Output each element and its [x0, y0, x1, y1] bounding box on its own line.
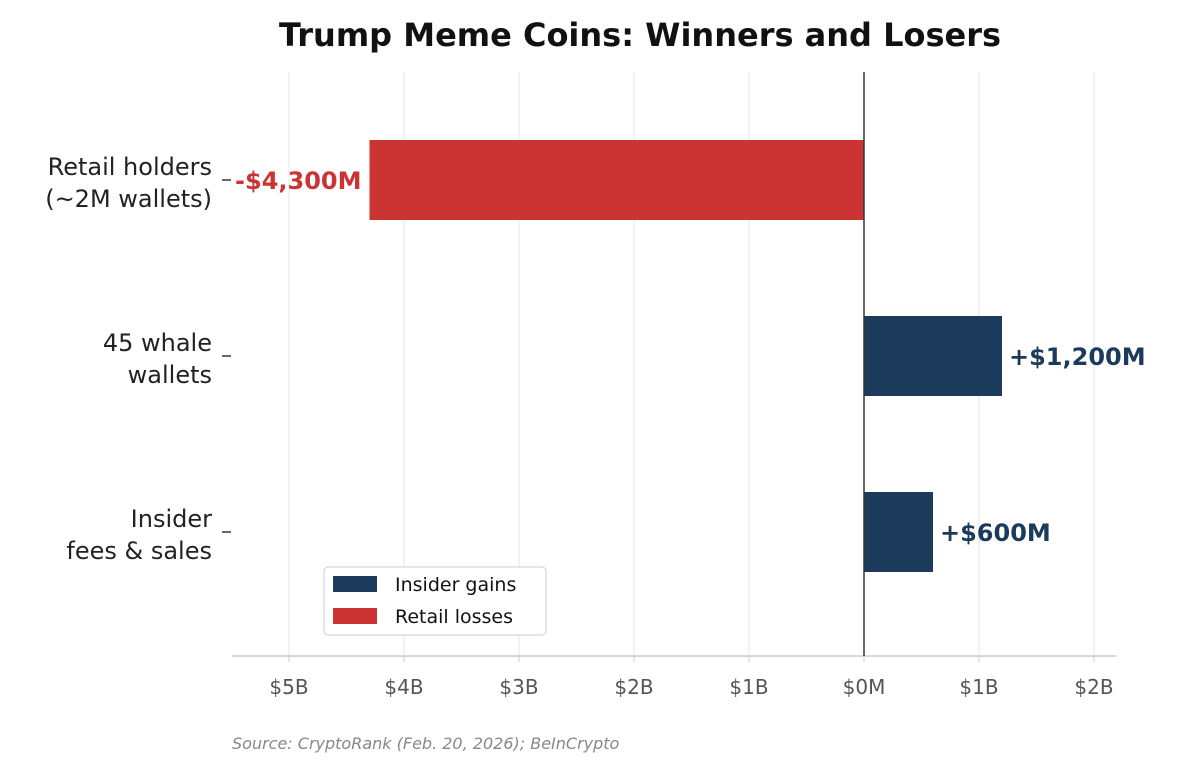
x-tick-label: $0M — [843, 675, 886, 699]
x-tick-label: $5B — [269, 675, 308, 699]
legend-swatch — [333, 608, 377, 624]
data-label: +$600M — [940, 519, 1051, 547]
category-label: Insider fees & sales — [66, 505, 212, 565]
legend-box — [323, 566, 547, 636]
data-label: +$1,200M — [1009, 343, 1146, 371]
category-label: 45 whale wallets — [103, 329, 212, 389]
axes — [232, 72, 1116, 657]
bars — [369, 140, 1002, 572]
x-tick-label: $1B — [959, 675, 998, 699]
bar — [864, 492, 933, 572]
category-label: Retail holders (~2M wallets) — [45, 153, 212, 213]
chart-title: Trump Meme Coins: Winners and Losers — [279, 16, 1001, 54]
x-tick-label: $3B — [499, 675, 538, 699]
data-label: -$4,300M — [235, 167, 361, 195]
x-tick-label: $4B — [384, 675, 423, 699]
category-labels: Retail holders (~2M wallets) 45 whale walle… — [45, 153, 231, 565]
x-ticks: $5B $4B $3B $2B $1B $0M $1B $2B — [269, 656, 1114, 699]
legend-label: Retail losses — [395, 606, 513, 628]
x-tick-label: $1B — [729, 675, 768, 699]
legend-label: Insider gains — [395, 574, 516, 596]
bar — [864, 316, 1002, 396]
x-tick-label: $2B — [614, 675, 653, 699]
source-note: Source: CryptoRank (Feb. 20, 2026); BeIn… — [232, 734, 620, 753]
x-tick-label: $2B — [1074, 675, 1113, 699]
data-labels: -$4,300M +$1,200M +$600M — [235, 167, 1146, 547]
legend-swatch — [333, 576, 377, 592]
bar — [369, 140, 864, 220]
legend: Insider gains Retail losses — [323, 566, 547, 636]
